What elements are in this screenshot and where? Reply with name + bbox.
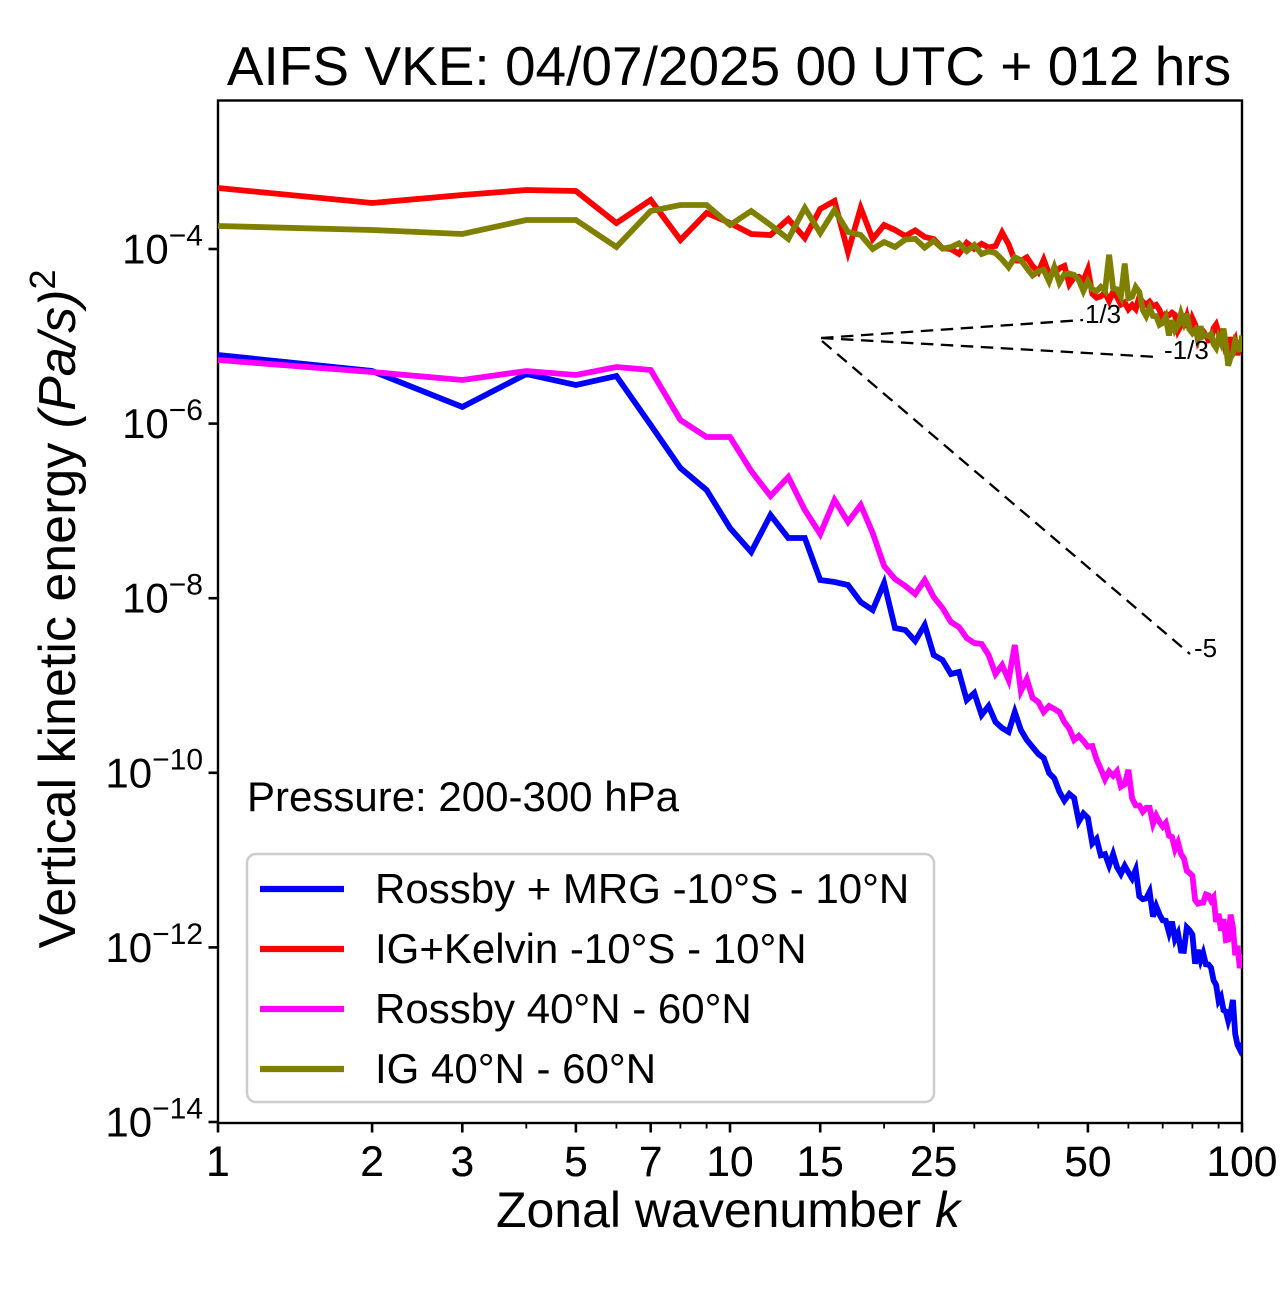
svg-text:50: 50 [1064,1139,1111,1186]
svg-text:-1/3: -1/3 [1164,335,1209,365]
svg-text:-5: -5 [1194,633,1217,663]
svg-text:Rossby + MRG -10°S - 10°N: Rossby + MRG -10°S - 10°N [375,865,909,912]
svg-text:1/3: 1/3 [1085,299,1121,329]
svg-text:3: 3 [450,1139,474,1186]
svg-text:AIFS VKE: 04/07/2025 00 UTC +: AIFS VKE: 04/07/2025 00 UTC + 012 hrs [227,35,1231,97]
svg-text:25: 25 [910,1139,957,1186]
svg-text:50: 50 [1064,1139,1111,1186]
svg-text:Zonal wavenumber k: Zonal wavenumber k [496,1182,963,1238]
svg-text:100: 100 [1207,1139,1278,1186]
svg-text:5: 5 [564,1139,588,1186]
svg-text:2: 2 [360,1139,384,1186]
svg-text:2: 2 [360,1139,384,1186]
svg-text:10−8: 10−8 [122,569,203,622]
svg-text:Pressure: 200-300 hPa: Pressure: 200-300 hPa [247,773,680,820]
svg-text:IG 40°N - 60°N: IG 40°N - 60°N [375,1045,656,1092]
svg-text:1: 1 [206,1139,230,1186]
svg-text:15: 15 [797,1139,844,1186]
svg-text:5: 5 [564,1139,588,1186]
svg-text:10: 10 [706,1139,753,1186]
svg-text:15: 15 [797,1139,844,1186]
svg-text:7: 7 [639,1139,663,1186]
svg-text:10−4: 10−4 [122,220,203,273]
svg-text:10: 10 [706,1139,753,1186]
svg-text:25: 25 [910,1139,957,1186]
svg-text:100: 100 [1207,1139,1278,1186]
svg-text:IG+Kelvin -10°S - 10°N: IG+Kelvin -10°S - 10°N [375,925,807,972]
svg-text:7: 7 [639,1139,663,1186]
svg-text:Vertical kinetic energy (Pa/s): Vertical kinetic energy (Pa/s)2 [22,270,87,949]
svg-text:3: 3 [450,1139,474,1186]
svg-text:1: 1 [206,1139,230,1186]
svg-text:Rossby 40°N - 60°N: Rossby 40°N - 60°N [375,985,752,1032]
